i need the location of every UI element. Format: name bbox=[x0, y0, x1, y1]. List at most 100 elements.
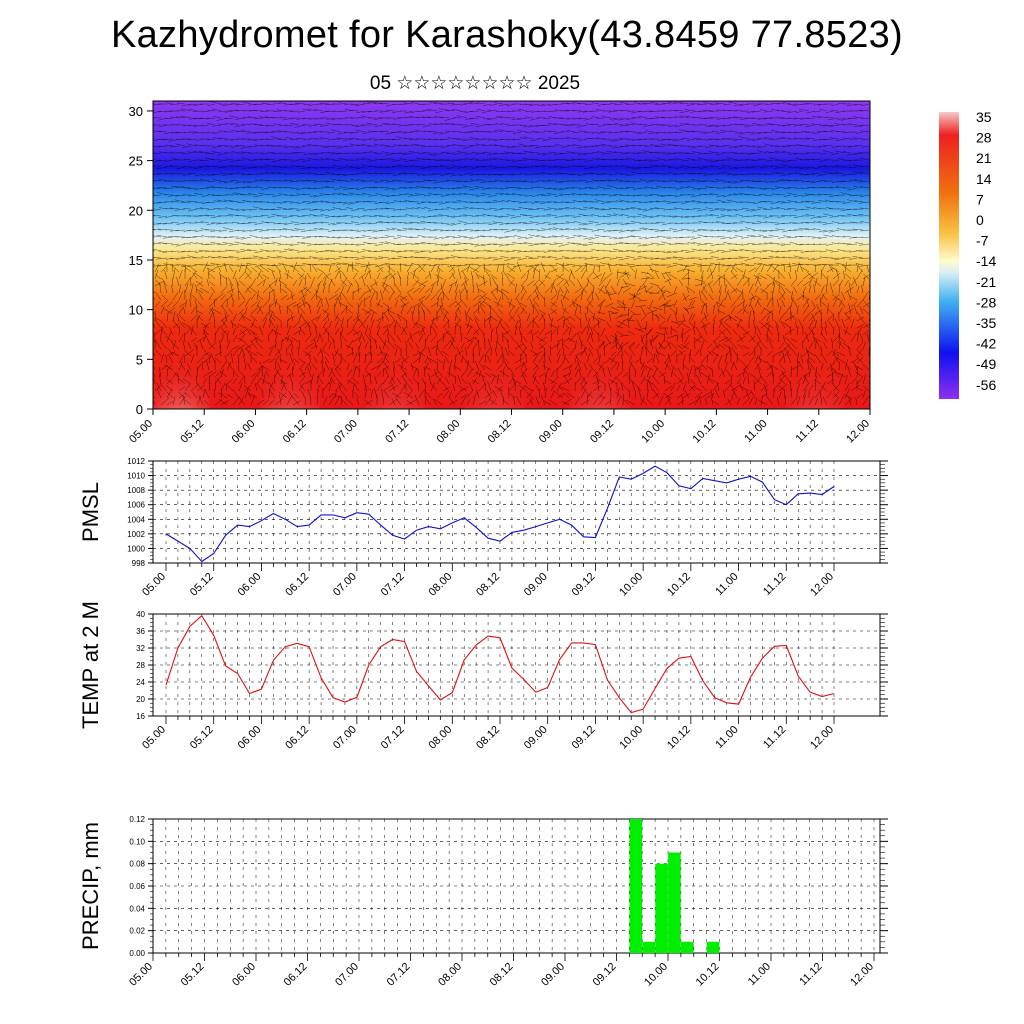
wind-barb bbox=[156, 257, 168, 260]
wind-barb bbox=[355, 166, 366, 170]
wind-barb bbox=[440, 194, 450, 197]
wind-barb bbox=[362, 131, 372, 135]
wind-barb bbox=[230, 122, 240, 126]
wind-barb bbox=[442, 359, 446, 371]
wind-barb bbox=[298, 371, 307, 378]
wind-barb bbox=[520, 272, 527, 280]
wind-barb bbox=[854, 200, 864, 203]
wind-barb bbox=[698, 334, 708, 343]
wind-barb bbox=[558, 117, 570, 119]
wind-barb bbox=[218, 137, 228, 140]
wind-barb bbox=[492, 221, 504, 224]
wind-barb bbox=[574, 368, 579, 378]
wind-barb bbox=[720, 208, 732, 211]
wind-barb bbox=[619, 241, 630, 245]
wind-barb bbox=[436, 292, 442, 301]
wind-barb bbox=[549, 151, 558, 154]
wind-barb bbox=[710, 379, 720, 385]
wind-barb bbox=[367, 243, 378, 245]
wind-barb bbox=[362, 102, 372, 105]
wind-barb bbox=[577, 234, 588, 238]
wind-barb bbox=[387, 257, 396, 260]
wind-barb bbox=[838, 341, 841, 350]
wind-barb bbox=[532, 369, 538, 378]
wind-barb bbox=[532, 303, 535, 315]
wind-barb bbox=[781, 110, 792, 112]
wind-barb bbox=[417, 215, 426, 219]
wind-barb bbox=[340, 305, 349, 315]
wind-barb bbox=[217, 255, 228, 259]
wind-barb bbox=[579, 305, 582, 315]
wind-barb bbox=[333, 159, 342, 161]
wind-barb bbox=[302, 236, 312, 239]
wind-barb bbox=[357, 285, 360, 294]
wind-barb bbox=[838, 279, 844, 287]
wind-barb bbox=[328, 376, 332, 385]
wind-barb bbox=[517, 250, 528, 253]
wind-barb bbox=[550, 278, 557, 287]
wind-barb bbox=[704, 242, 714, 245]
wind-barb bbox=[615, 263, 624, 266]
wind-barb bbox=[328, 342, 332, 350]
wind-barb bbox=[808, 341, 814, 350]
wind-barb bbox=[625, 250, 636, 252]
wind-barb bbox=[627, 236, 636, 238]
wind-barb bbox=[577, 103, 588, 105]
wind-barb bbox=[210, 173, 222, 176]
wind-barb bbox=[748, 373, 756, 378]
wind-barb bbox=[777, 236, 786, 239]
wind-barb bbox=[688, 300, 693, 308]
wind-barb bbox=[270, 136, 282, 140]
wind-barb bbox=[780, 320, 786, 329]
wind-barb bbox=[171, 200, 180, 203]
chart-subtitle: 05 ☆☆☆☆☆☆☆☆ 2025 bbox=[369, 73, 581, 94]
wind-barb bbox=[456, 151, 468, 154]
wind-barb bbox=[735, 131, 744, 134]
wind-barb bbox=[441, 222, 450, 225]
wind-barb bbox=[856, 263, 859, 273]
wind-barb bbox=[325, 257, 336, 260]
wind-barb bbox=[208, 371, 217, 378]
wind-barb bbox=[813, 221, 822, 224]
wind-barb bbox=[297, 158, 306, 161]
wind-barb bbox=[752, 250, 762, 253]
wind-barb bbox=[801, 340, 804, 350]
wind-barb bbox=[639, 123, 648, 126]
wind-barb bbox=[765, 264, 774, 266]
wind-barb bbox=[756, 342, 762, 350]
wind-barb bbox=[364, 314, 370, 322]
wind-barb bbox=[782, 335, 786, 343]
wind-barb bbox=[183, 349, 192, 357]
wind-barb bbox=[321, 186, 330, 189]
wind-barb bbox=[260, 110, 270, 112]
wind-barb bbox=[663, 341, 672, 350]
wind-barb bbox=[206, 360, 210, 371]
wind-barb bbox=[801, 180, 810, 183]
wind-barb bbox=[455, 314, 462, 322]
wind-barb bbox=[446, 222, 456, 226]
wind-barb bbox=[708, 124, 720, 127]
wind-barb bbox=[810, 215, 822, 219]
wind-barb bbox=[279, 116, 288, 119]
wind-barb bbox=[524, 386, 534, 392]
wind-barb bbox=[412, 265, 421, 273]
wind-barb bbox=[290, 165, 300, 168]
wind-barb bbox=[437, 347, 444, 357]
wind-barb bbox=[756, 180, 768, 183]
wind-barb bbox=[562, 307, 567, 315]
wind-barb bbox=[290, 314, 294, 322]
wind-barb bbox=[820, 269, 823, 280]
wind-barb bbox=[403, 383, 408, 392]
wind-barb bbox=[841, 318, 846, 329]
wind-barb bbox=[178, 307, 183, 315]
wind-barb bbox=[340, 279, 348, 287]
wind-barb bbox=[648, 131, 660, 135]
wind-barb bbox=[805, 221, 816, 224]
wind-barb bbox=[290, 292, 294, 301]
wind-barb bbox=[538, 269, 541, 280]
wind-barb bbox=[358, 272, 367, 280]
wind-barb bbox=[790, 365, 800, 371]
wind-barb bbox=[550, 294, 557, 301]
wind-barb bbox=[459, 103, 468, 106]
wind-barb bbox=[801, 152, 810, 155]
